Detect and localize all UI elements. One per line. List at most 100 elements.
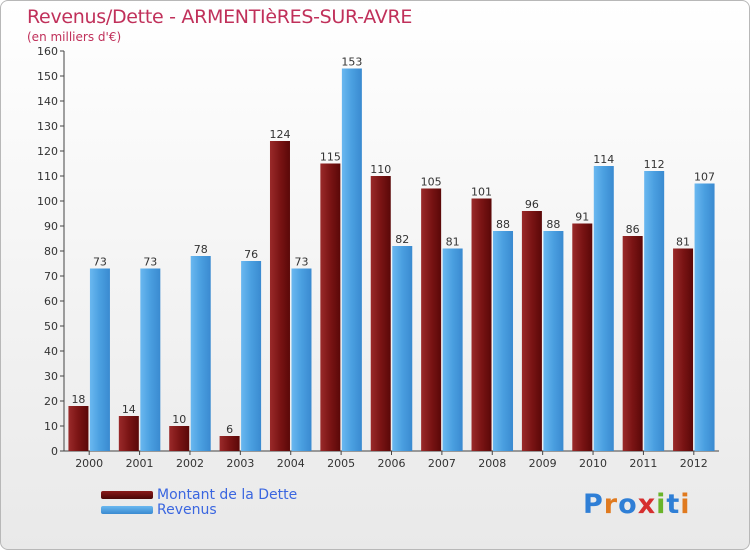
x-tick-label: 2001: [126, 457, 154, 470]
y-tick-label: 90: [44, 220, 58, 233]
data-label-revenus: 73: [294, 256, 308, 269]
chart-title: Revenus/Dette - ARMENTIèRES-SUR-AVRE: [27, 6, 413, 28]
bar-dette: [320, 163, 341, 451]
chart-subtitle: (en milliers d'€): [27, 30, 122, 44]
y-tick-label: 140: [37, 95, 58, 108]
data-label-dette: 81: [676, 236, 690, 249]
bar-revenus: [89, 268, 110, 451]
data-label-revenus: 112: [644, 158, 665, 171]
x-tick-label: 2002: [176, 457, 204, 470]
legend-swatch-revenus: [101, 505, 153, 514]
y-tick-label: 150: [37, 70, 58, 83]
data-label-revenus: 88: [546, 218, 560, 231]
x-tick-label: 2012: [680, 457, 708, 470]
logo-letter: i: [680, 489, 691, 520]
x-tick-label: 2006: [378, 457, 406, 470]
logo-letter: r: [603, 489, 619, 520]
data-label-revenus: 107: [694, 171, 715, 184]
data-label-dette: 110: [370, 163, 391, 176]
data-label-revenus: 81: [446, 236, 460, 249]
legend-item-revenus: Revenus: [101, 501, 297, 518]
legend-label-revenus: Revenus: [157, 501, 217, 518]
data-label-dette: 14: [122, 403, 136, 416]
bar-dette: [673, 248, 694, 451]
bar-revenus: [341, 68, 362, 451]
y-tick-label: 10: [44, 420, 58, 433]
bar-dette: [169, 426, 190, 451]
x-tick-label: 2003: [226, 457, 254, 470]
bar-dette: [68, 406, 89, 451]
data-label-dette: 124: [269, 128, 290, 141]
bar-revenus: [442, 248, 463, 451]
data-label-revenus: 76: [244, 248, 258, 261]
data-label-revenus: 153: [341, 56, 362, 69]
bar-revenus: [593, 166, 614, 451]
y-tick-label: 70: [44, 270, 58, 283]
logo-letter: o: [618, 489, 638, 520]
y-tick-label: 110: [37, 170, 58, 183]
data-label-dette: 105: [421, 176, 442, 189]
bar-revenus: [543, 231, 564, 451]
bar-dette: [421, 188, 442, 451]
logo-letter: P: [583, 489, 604, 520]
y-tick-label: 50: [44, 320, 58, 333]
chart-legend: Montant de la Dette Revenus: [101, 486, 298, 518]
bar-revenus: [644, 171, 665, 451]
x-tick-label: 2008: [478, 457, 506, 470]
bar-dette: [622, 236, 643, 451]
data-label-dette: 18: [71, 393, 85, 406]
data-label-dette: 6: [226, 423, 233, 436]
legend-swatch-dette: [101, 490, 153, 499]
x-tick-label: 2009: [529, 457, 557, 470]
bar-dette: [118, 416, 139, 451]
data-label-revenus: 114: [593, 153, 614, 166]
y-tick-label: 30: [44, 370, 58, 383]
data-label-dette: 91: [575, 211, 589, 224]
bar-revenus: [392, 246, 413, 451]
bar-dette: [521, 211, 542, 451]
x-tick-label: 2004: [277, 457, 305, 470]
y-tick-label: 80: [44, 245, 58, 258]
data-label-dette: 96: [525, 198, 539, 211]
x-tick-label: 2005: [327, 457, 355, 470]
legend-item-dette: Montant de la Dette: [101, 486, 298, 503]
x-tick-label: 2011: [629, 457, 657, 470]
y-tick-label: 160: [37, 45, 58, 58]
data-label-revenus: 82: [395, 233, 409, 246]
bar-dette: [269, 141, 290, 451]
y-tick-label: 60: [44, 295, 58, 308]
data-label-dette: 115: [320, 151, 341, 164]
data-label-revenus: 73: [93, 256, 107, 269]
x-tick-label: 2007: [428, 457, 456, 470]
bar-dette: [370, 176, 391, 451]
bar-revenus: [694, 183, 715, 451]
y-tick-label: 130: [37, 120, 58, 133]
logo-letter: t: [666, 489, 681, 520]
data-label-revenus: 78: [194, 243, 208, 256]
bar-revenus: [140, 268, 161, 451]
logo-letter: i: [656, 489, 667, 520]
bar-dette: [572, 223, 593, 451]
bar-dette: [471, 198, 492, 451]
logo-letter: x: [637, 489, 657, 520]
bar-revenus: [493, 231, 514, 451]
y-tick-label: 20: [44, 395, 58, 408]
data-label-revenus: 88: [496, 218, 510, 231]
data-label-dette: 86: [626, 223, 640, 236]
bar-revenus: [190, 256, 211, 451]
data-label-dette: 101: [471, 186, 492, 199]
y-tick-label: 40: [44, 345, 58, 358]
data-label-revenus: 73: [143, 256, 157, 269]
y-tick-label: 0: [51, 445, 58, 458]
bar-revenus: [291, 268, 312, 451]
legend-label-dette: Montant de la Dette: [157, 486, 298, 503]
x-tick-label: 2000: [75, 457, 103, 470]
y-tick-label: 120: [37, 145, 58, 158]
y-tick-label: 100: [37, 195, 58, 208]
bar-dette: [219, 436, 240, 451]
data-label-dette: 10: [172, 413, 186, 426]
x-tick-label: 2010: [579, 457, 607, 470]
proxiti-logo: Proxiti: [583, 489, 691, 520]
